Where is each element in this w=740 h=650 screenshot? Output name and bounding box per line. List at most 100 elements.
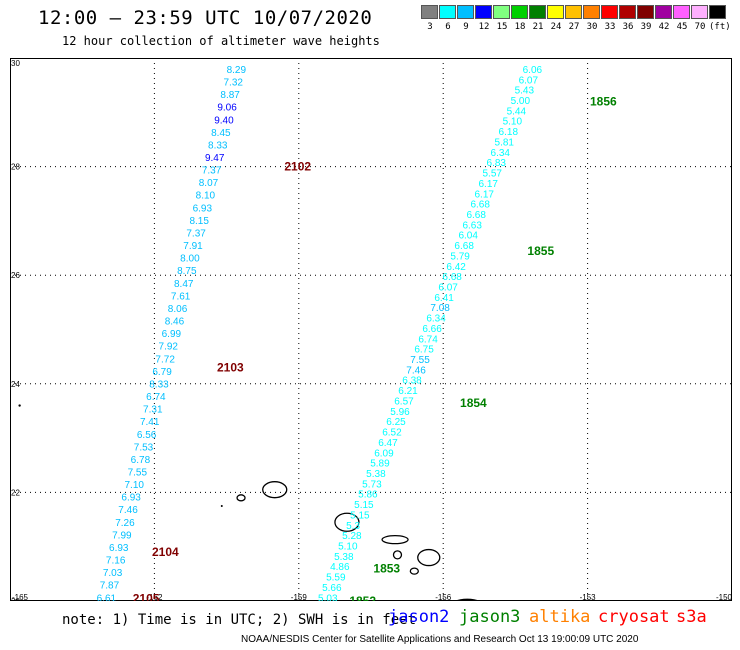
wave-height-value: 7.46 (406, 365, 426, 376)
wave-height-value: 8.45 (211, 128, 231, 139)
wave-height-value: 6.68 (466, 210, 486, 221)
legend-cryosat: cryosat (598, 607, 670, 627)
wave-height-value: 6.06 (523, 65, 543, 76)
wave-height-value: 6.68 (454, 241, 474, 252)
wave-height-value: 8.15 (189, 216, 209, 227)
wave-height-value: 7.91 (183, 241, 203, 252)
wave-height-value: 6.68 (442, 272, 462, 283)
wave-height-value: 5.44 (507, 106, 527, 117)
scale-swatch (529, 5, 546, 19)
scale-label: 39 (640, 22, 652, 32)
wave-height-value: 6.25 (386, 417, 406, 428)
pass-time-label: 2105 (133, 591, 160, 601)
scale-swatch (655, 5, 672, 19)
wave-height-value: 8.46 (165, 317, 185, 328)
wave-height-value: 8.33 (149, 379, 169, 390)
wave-height-value: 5.81 (495, 137, 515, 148)
wave-height-value: 5.79 (450, 251, 470, 262)
wave-height-value: 6.18 (499, 127, 519, 138)
longitude-tick-label: -153 (580, 593, 597, 601)
scale-label: (ft) (709, 22, 731, 32)
wave-height-scale-labels: 3 6 9 12 15 18 21 24 27 30 33 36 39 42 45 70 (ft) (421, 22, 731, 32)
island-outline (417, 548, 441, 567)
legend-s3a: s3a (676, 607, 707, 627)
scale-label: 36 (622, 22, 634, 32)
island-outline (454, 598, 481, 601)
longitude-tick-label: -150 (716, 593, 732, 601)
wave-height-color-scale (421, 5, 727, 19)
wave-height-value: 9.40 (214, 115, 234, 126)
wave-height-value: 6.07 (438, 282, 458, 293)
wave-height-value: 7.03 (103, 568, 123, 579)
island-outline (262, 481, 288, 499)
wave-height-value: 6.47 (378, 438, 398, 449)
wave-height-value: 8.06 (168, 304, 188, 315)
longitude-tick-label: -156 (435, 593, 452, 601)
scale-label: 21 (532, 22, 544, 32)
wave-height-value: 6.04 (458, 231, 478, 242)
wave-height-value: 5.3 (346, 521, 360, 532)
wave-height-value: 6.66 (422, 324, 442, 335)
wave-height-value: 7.61 (171, 291, 191, 302)
scale-swatch (637, 5, 654, 19)
wave-height-value: 4.86 (330, 562, 350, 573)
island-outline (236, 494, 246, 502)
island-outline (381, 534, 409, 545)
wave-height-value: 6.34 (426, 314, 446, 325)
scale-label: 6 (445, 22, 451, 32)
wave-height-value: 6.56 (137, 430, 157, 441)
legend-jason3: jason3 (459, 607, 521, 627)
wave-height-value: 5.00 (511, 96, 531, 107)
wave-height-value: 8.33 (208, 140, 228, 151)
latitude-tick-label: 22 (11, 488, 20, 497)
island-outline (334, 512, 360, 532)
footer-note: note: 1) Time is in UTC; 2) SWH is in fe… (62, 612, 417, 628)
scale-swatch (511, 5, 528, 19)
longitude-tick-label: -159 (291, 593, 308, 601)
wave-height-value: 5.28 (342, 531, 362, 542)
wave-height-value: 7.72 (155, 354, 175, 365)
wave-height-value: 7.26 (115, 518, 135, 529)
wave-height-value: 6.68 (470, 200, 490, 211)
wave-height-value: 6.74 (146, 392, 166, 403)
wave-height-value: 7.16 (106, 556, 126, 567)
wave-height-value: 5.57 (483, 169, 503, 180)
scale-swatch (565, 5, 582, 19)
scale-swatch (439, 5, 456, 19)
wave-height-value: 7.55 (128, 467, 148, 478)
wave-height-value: 5.15 (354, 500, 374, 511)
wave-height-value: 5.43 (515, 86, 535, 97)
island-dot (220, 504, 223, 507)
longitude-tick-label: -162 (146, 593, 163, 601)
altimeter-map: -165 -162 -159 -156 -153 -150 20 22 24 26 28 30 6.61… (10, 58, 732, 601)
wave-height-value: 8.07 (199, 178, 219, 189)
wave-height-value: 7.32 (224, 78, 244, 89)
scale-label: 3 (427, 22, 433, 32)
wave-height-value: 7.08 (430, 303, 450, 314)
wave-height-value: 7.37 (186, 228, 206, 239)
scale-label: 45 (676, 22, 688, 32)
scale-label: 24 (550, 22, 562, 32)
pass-time-label: 1854 (460, 396, 487, 410)
wave-height-value: 5.59 (326, 573, 346, 584)
wave-height-value: 7.92 (159, 342, 179, 353)
scale-label: 15 (496, 22, 508, 32)
pass-time-label: 2102 (284, 160, 311, 174)
latitude-tick-label: 24 (11, 380, 20, 389)
wave-height-value: 7.99 (112, 530, 132, 541)
wave-height-value: 6.57 (394, 396, 414, 407)
wave-height-value: 7.31 (143, 405, 163, 416)
credit-line: NOAA/NESDIS Center for Satellite Applica… (241, 634, 639, 645)
wave-height-value: 7.53 (134, 442, 154, 453)
wave-height-value: 6.17 (478, 179, 498, 190)
island-outline (392, 550, 403, 560)
wave-height-value: 5.66 (322, 583, 342, 594)
scale-swatch (673, 5, 690, 19)
wave-height-value: 6.38 (402, 376, 422, 387)
wave-height-value: 6.07 (519, 75, 539, 86)
island-dot (18, 404, 21, 407)
longitude-tick-label: -165 (12, 593, 29, 601)
scale-label: 33 (604, 22, 616, 32)
wave-height-value: 8.29 (227, 65, 247, 76)
map-subtitle: 12 hour collection of altimeter wave hei… (62, 34, 380, 48)
